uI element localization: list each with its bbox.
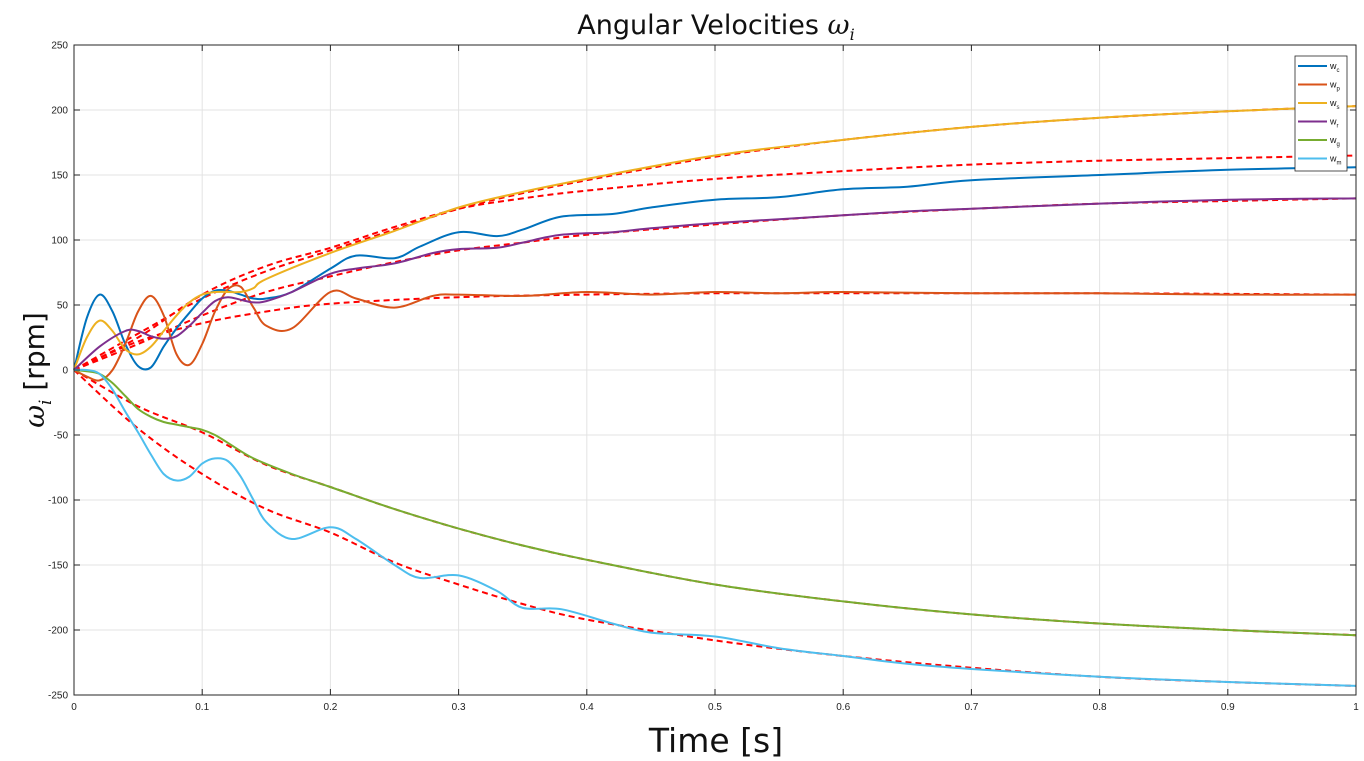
x-tick-label: 1 xyxy=(1353,702,1359,713)
y-tick-label: 250 xyxy=(51,41,68,52)
y-axis-label: ωi [rpm] xyxy=(18,312,56,428)
y-tick-label: 200 xyxy=(51,106,68,117)
series-line-w-g xyxy=(73,369,1357,637)
x-tick-label: 0.5 xyxy=(708,702,722,713)
series-lines xyxy=(73,105,1357,687)
y-tick-label: -250 xyxy=(48,691,68,702)
y-tick-label: -150 xyxy=(48,561,68,572)
x-tick-label: 0.1 xyxy=(195,702,209,713)
x-tick-label: 0.2 xyxy=(323,702,337,713)
grid xyxy=(73,44,1357,696)
y-tick-label: 100 xyxy=(51,236,68,247)
x-tick-labels: 0 0.1 0.2 0.3 0.4 0.5 0.6 0.7 0.8 0.9 1 xyxy=(71,702,1359,713)
x-tick-label: 0.8 xyxy=(1093,702,1107,713)
x-axis-label: Time [s] xyxy=(648,721,783,760)
legend: wc wp ws wr wg wm xyxy=(1294,55,1348,172)
legend-box xyxy=(1294,55,1348,172)
x-tick-label: 0.9 xyxy=(1221,702,1235,713)
series-line-w-p xyxy=(73,284,1357,382)
legend-label: ws xyxy=(1329,98,1340,111)
x-tick-label: 0.6 xyxy=(836,702,850,713)
reference-line-1 xyxy=(73,292,1357,371)
series-line-w-c xyxy=(73,166,1357,371)
x-tick-label: 0.4 xyxy=(580,702,594,713)
ticks xyxy=(73,44,1357,696)
reference-line-2 xyxy=(73,105,1357,371)
chart-title: Angular Velocities ωi xyxy=(577,10,854,44)
legend-label: wr xyxy=(1329,117,1339,130)
legend-label: wm xyxy=(1329,154,1342,167)
series-line-w-r xyxy=(73,197,1357,371)
y-tick-label: -50 xyxy=(54,431,69,442)
y-tick-label: -100 xyxy=(48,496,68,507)
series-line-w-m xyxy=(73,368,1357,687)
y-tick-label: 0 xyxy=(62,366,68,377)
legend-label: wc xyxy=(1329,61,1340,74)
y-tick-labels: -250 -200 -150 -100 -50 0 50 100 150 200 250 xyxy=(48,41,68,702)
svg-text:ωi [rpm]: ωi [rpm] xyxy=(18,312,56,428)
x-tick-label: 0.3 xyxy=(452,702,466,713)
x-tick-label: 0 xyxy=(71,702,77,713)
y-tick-label: 50 xyxy=(57,301,69,312)
series-line-w-s xyxy=(73,105,1357,371)
y-tick-label: 150 xyxy=(51,171,68,182)
x-tick-label: 0.7 xyxy=(964,702,978,713)
legend-label: wg xyxy=(1329,135,1340,148)
y-tick-label: -200 xyxy=(48,626,68,637)
legend-label: wp xyxy=(1329,80,1341,93)
reference-line-0 xyxy=(73,154,1357,371)
